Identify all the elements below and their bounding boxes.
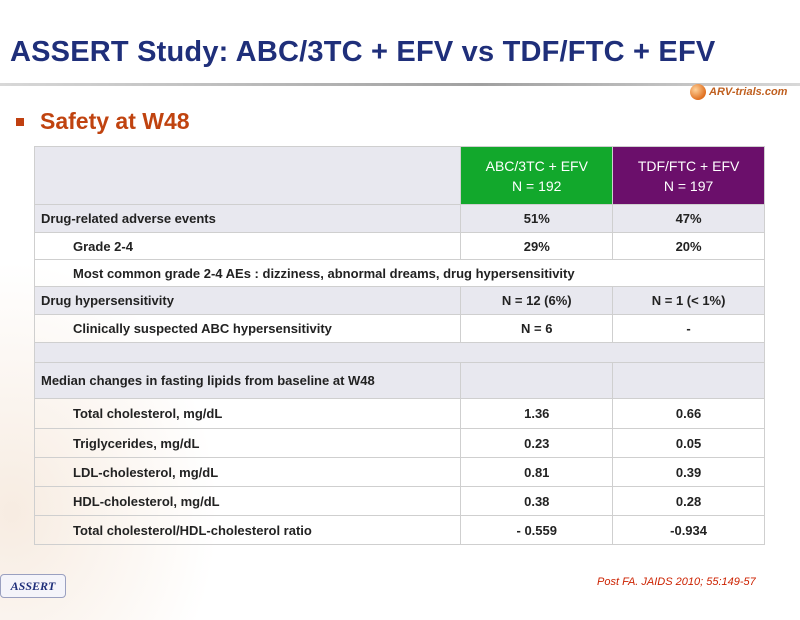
bullet-square-icon [16,117,24,126]
section-heading: Safety at W48 [40,108,190,134]
row-value-tdf: 47% [612,204,765,233]
safety-table: ABC/3TC + EFV N = 192 TDF/FTC + EFV N = … [33,146,765,545]
table-spacer-row [34,342,765,363]
row-value-tdf: -0.934 [612,515,765,545]
row-value-abc: 29% [460,232,614,260]
row-label: Drug-related adverse events [33,204,462,233]
row-value-tdf: 0.28 [612,486,765,516]
row-value-tdf: 20% [612,232,765,260]
row-label: Total cholesterol/HDL-cholesterol ratio [33,515,462,545]
spacer-cell [34,342,765,363]
row-label: Triglycerides, mg/dL [33,428,462,458]
row-value-abc: 0.38 [460,486,614,516]
table-row: LDL-cholesterol, mg/dL 0.81 0.39 [33,457,765,487]
row-value-abc: - 0.559 [460,515,614,545]
row-value-abc: N = 12 (6%) [460,286,614,315]
table-row: Triglycerides, mg/dL 0.23 0.05 [33,428,765,458]
row-value-tdf: 0.39 [612,457,765,487]
row-label: Drug hypersensitivity [33,286,462,315]
table-row: Drug hypersensitivity N = 12 (6%) N = 1 … [33,286,765,315]
row-value-tdf: 0.05 [612,428,765,458]
header-tdf-name: TDF/FTC + EFV [637,157,740,174]
header-abc-arm: ABC/3TC + EFV N = 192 [460,146,614,205]
row-value-abc: 0.81 [460,457,614,487]
table-row: Median changes in fasting lipids from ba… [33,362,765,399]
row-label: Grade 2-4 [33,232,462,260]
logo-disc-icon [690,84,706,100]
row-label: Clinically suspected ABC hypersensitivit… [33,314,462,343]
row-value-tdf: - [612,314,765,343]
study-tag: ASSERT [0,574,66,598]
table-row: Total cholesterol, mg/dL 1.36 0.66 [33,398,765,429]
row-empty-tdf [612,362,765,399]
row-value-abc: 0.23 [460,428,614,458]
section-bullet: Safety at W48 [16,108,190,135]
header-abc-name: ABC/3TC + EFV [485,157,588,174]
header-abc-n: N = 192 [512,177,562,194]
row-value-tdf: 0.66 [612,398,765,429]
header-tdf-arm: TDF/FTC + EFV N = 197 [612,146,765,205]
title-divider [0,83,800,86]
header-empty-cell [33,146,462,205]
row-label: HDL-cholesterol, mg/dL [33,486,462,516]
arv-trials-logo: ARV-trials.com [690,82,787,102]
row-value-abc: 51% [460,204,614,233]
row-label: LDL-cholesterol, mg/dL [33,457,462,487]
table-row: Drug-related adverse events 51% 47% [33,204,765,233]
header-tdf-n: N = 197 [663,177,714,194]
table-row: Most common grade 2-4 AEs : dizziness, a… [34,259,765,287]
slide-title: ASSERT Study: ABC/3TC + EFV vs TDF/FTC +… [10,36,716,68]
logo-text: ARV-trials.com [709,86,788,98]
row-value-abc: 1.36 [460,398,614,429]
row-empty-abc [460,362,614,399]
table-row: HDL-cholesterol, mg/dL 0.38 0.28 [33,486,765,516]
row-value-abc: N = 6 [460,314,614,343]
table-header-row: ABC/3TC + EFV N = 192 TDF/FTC + EFV N = … [33,146,765,205]
table-row: Total cholesterol/HDL-cholesterol ratio … [33,515,765,545]
row-label: Median changes in fasting lipids from ba… [33,362,462,399]
table-row: Grade 2-4 29% 20% [33,232,765,260]
row-value-tdf: N = 1 (< 1%) [612,286,765,315]
citation: Post FA. JAIDS 2010; 55:149-57 [597,576,756,588]
table-row: Clinically suspected ABC hypersensitivit… [33,314,765,343]
row-note: Most common grade 2-4 AEs : dizziness, a… [34,259,765,287]
row-label: Total cholesterol, mg/dL [33,398,462,429]
